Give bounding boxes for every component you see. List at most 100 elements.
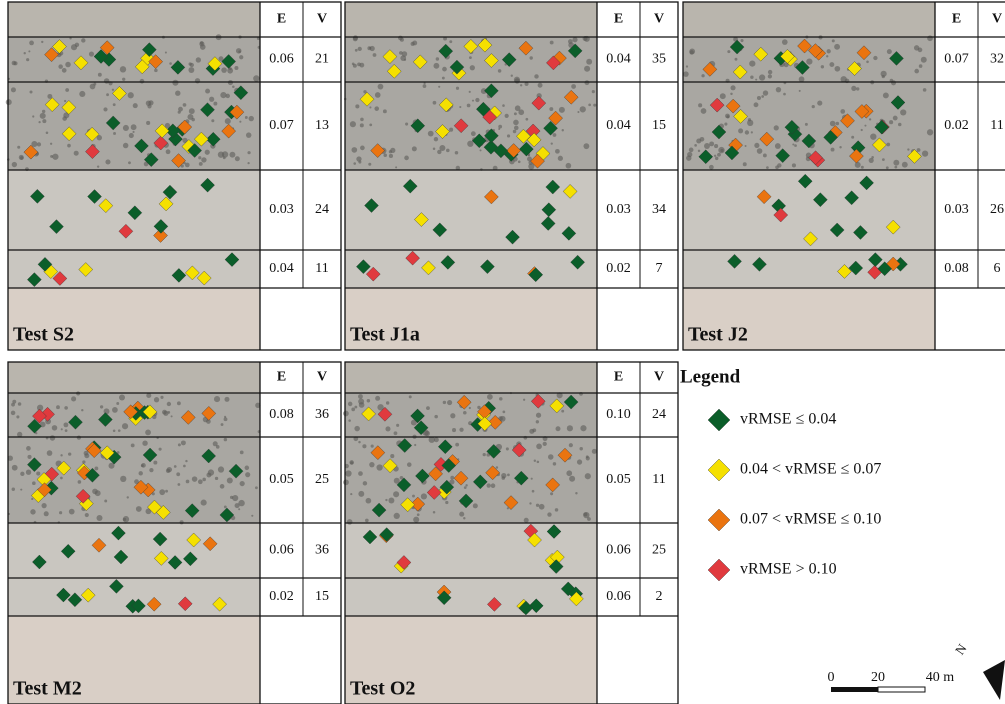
shrub <box>893 160 899 166</box>
north-label: N <box>952 640 970 657</box>
shrub <box>839 146 841 148</box>
shrub <box>555 149 560 154</box>
shrub <box>799 90 801 92</box>
shrub <box>226 94 230 98</box>
shrub <box>375 92 381 98</box>
shrub <box>358 47 362 51</box>
column-header: V <box>654 370 664 385</box>
shrub <box>851 86 856 91</box>
shrub <box>548 454 553 459</box>
shrub <box>917 148 921 152</box>
shrub <box>17 146 20 149</box>
shrub <box>580 106 586 112</box>
shrub <box>218 466 224 472</box>
shrub <box>774 125 779 130</box>
table-cell: 13 <box>315 118 329 133</box>
scale-label: 0 <box>828 670 835 685</box>
shrub <box>44 511 49 516</box>
shrub <box>358 394 363 399</box>
panel-title: Test J2 <box>688 324 748 346</box>
table-cell: 11 <box>990 118 1003 133</box>
marker <box>708 559 730 581</box>
shrub <box>118 429 121 432</box>
table-cell: 0.03 <box>269 202 294 217</box>
shrub <box>580 425 586 431</box>
shrub <box>491 483 496 488</box>
shrub <box>205 89 210 94</box>
shrub <box>689 148 694 153</box>
shrub <box>351 407 355 411</box>
table-cell: 6 <box>994 261 1001 276</box>
building-strip <box>8 362 260 393</box>
panel-title: Test J1a <box>350 324 420 346</box>
shrub <box>26 470 31 475</box>
shrub <box>65 62 71 68</box>
shrub <box>745 130 749 134</box>
shrub <box>424 431 430 437</box>
shrub <box>528 154 530 156</box>
shrub <box>96 515 102 521</box>
shrub <box>776 87 781 92</box>
shrub <box>113 103 116 106</box>
table-cell: 2 <box>656 589 663 604</box>
shrub <box>442 67 447 72</box>
shrub <box>224 397 229 402</box>
shrub <box>718 147 724 153</box>
shrub <box>198 479 203 484</box>
shrub <box>385 426 390 431</box>
shrub <box>345 470 351 476</box>
shrub <box>445 501 448 504</box>
shrub <box>141 464 144 467</box>
shrub <box>238 508 240 510</box>
shrub <box>750 75 753 78</box>
building-strip <box>683 2 935 37</box>
shrub <box>426 406 430 410</box>
shrub <box>393 491 399 497</box>
shrub <box>726 115 729 118</box>
shrub <box>452 428 456 432</box>
shrub <box>558 156 563 161</box>
shrub <box>112 407 118 413</box>
shrub <box>358 161 361 164</box>
shrub <box>123 143 129 149</box>
table-cell: 15 <box>652 118 666 133</box>
table-cell: 0.02 <box>606 261 631 276</box>
shrub <box>834 44 840 50</box>
shrub <box>396 424 399 427</box>
shrub <box>754 143 759 148</box>
shrub <box>251 515 253 517</box>
shrub <box>205 150 210 155</box>
shrub <box>513 130 516 133</box>
shrub <box>92 489 98 495</box>
shrub <box>132 131 134 133</box>
shrub <box>434 137 438 141</box>
shrub <box>245 472 250 477</box>
shrub <box>175 91 180 96</box>
panel-title: Test S2 <box>13 324 74 346</box>
marker <box>708 409 730 431</box>
shrub <box>709 141 714 146</box>
shrub <box>60 477 63 480</box>
shrub <box>871 156 874 159</box>
shrub <box>755 79 757 81</box>
shrub <box>550 492 553 495</box>
shrub <box>89 51 94 56</box>
panel-title: Test M2 <box>13 678 82 700</box>
shrub <box>881 71 887 77</box>
building-strip <box>8 2 260 37</box>
shrub <box>12 162 17 167</box>
shrub <box>65 88 69 92</box>
shrub <box>577 111 579 113</box>
shrub <box>200 41 203 44</box>
shrub <box>757 96 761 100</box>
shrub <box>394 513 400 519</box>
shrub <box>385 499 387 501</box>
shrub <box>84 451 89 456</box>
shrub <box>192 476 198 482</box>
shrub <box>754 102 759 107</box>
shrub <box>550 41 554 45</box>
shrub <box>449 40 452 43</box>
shrub <box>230 496 233 499</box>
shrub <box>165 52 167 54</box>
shrub <box>714 144 718 148</box>
